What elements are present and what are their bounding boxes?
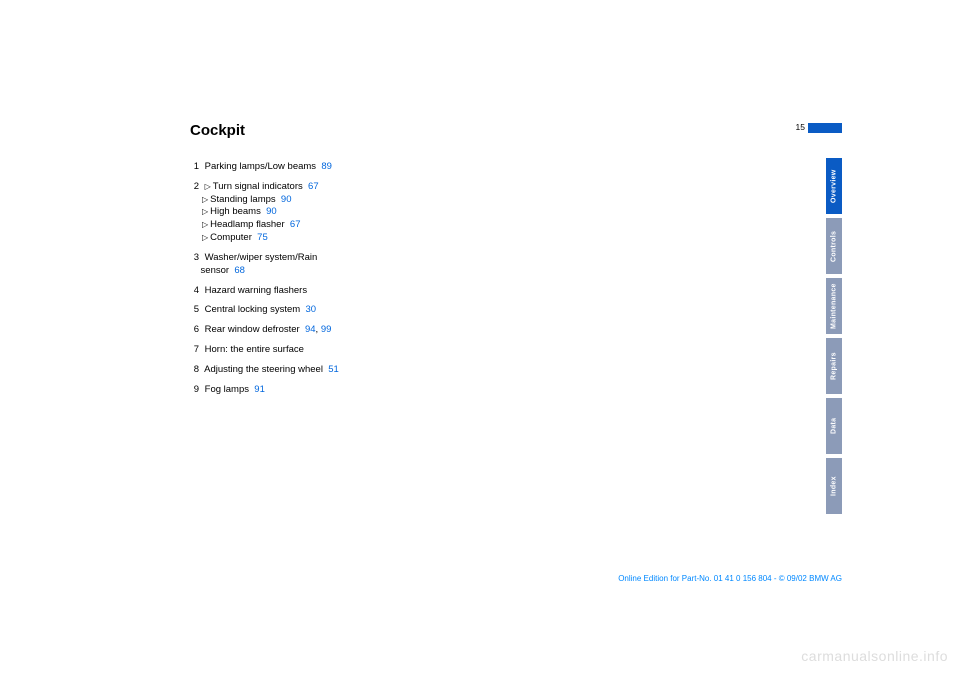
page-ref[interactable]: 67 [308,181,319,192]
list-item: 3 Washer/wiper system/Rain sensor 68 [190,252,350,278]
page-ref[interactable]: 90 [281,194,292,205]
tab-maintenance[interactable]: Maintenance [826,278,842,334]
triangle-icon: ▷ [202,207,208,216]
list-item: 7 Horn: the entire surface [190,344,800,357]
item-text: Horn: the entire surface [205,344,304,355]
triangle-icon: ▷ [205,182,211,191]
item-text: Washer/wiper system/Rain sensor [190,252,317,276]
triangle-icon: ▷ [202,195,208,204]
triangle-icon: ▷ [202,220,208,229]
page-title: Cockpit [190,122,800,139]
item-text: High beams [210,206,261,217]
tab-overview[interactable]: Overview [826,158,842,214]
page-ref[interactable]: 89 [321,161,332,172]
tab-index[interactable]: Index [826,458,842,514]
item-number: 2 [190,181,199,194]
item-text: Headlamp flasher [210,219,284,230]
item-number: 5 [190,304,199,317]
item-number: 3 [190,252,199,265]
triangle-icon: ▷ [202,233,208,242]
item-text: Standing lamps [210,194,275,205]
page-number-bar [808,123,842,133]
tab-data[interactable]: Data [826,398,842,454]
item-text: Rear window defroster [205,324,300,335]
page-ref[interactable]: 90 [266,206,277,217]
page-ref[interactable]: 30 [305,304,316,315]
list-item: 2 ▷Turn signal indicators 67 ▷Standing l… [190,181,800,245]
tab-repairs[interactable]: Repairs [826,338,842,394]
page-ref[interactable]: 68 [234,265,245,276]
item-text: Parking lamps/Low beams [205,161,316,172]
page-ref[interactable]: 99 [321,324,332,335]
item-text: Fog lamps [205,384,249,395]
item-number: 7 [190,344,199,357]
page-ref[interactable]: 94 [305,324,316,335]
page-ref[interactable]: 51 [328,364,339,375]
page-ref[interactable]: 75 [257,232,268,243]
item-text: Turn signal indicators [213,181,303,192]
list-item: 9 Fog lamps 91 [190,384,800,397]
item-text: Hazard warning flashers [205,285,307,296]
list-item: 8 Adjusting the steering wheel 51 [190,364,800,377]
list-item: 1 Parking lamps/Low beams 89 [190,161,800,174]
footer-text: Online Edition for Part-No. 01 41 0 156 … [618,574,842,583]
item-text: Central locking system [205,304,301,315]
page-ref[interactable]: 67 [290,219,301,230]
page-ref[interactable]: 91 [254,384,265,395]
tab-controls[interactable]: Controls [826,218,842,274]
page-content: Cockpit 1 Parking lamps/Low beams 89 2 ▷… [190,122,800,403]
watermark: carmanualsonline.info [801,648,948,664]
item-number: 4 [190,285,199,298]
list-item: 5 Central locking system 30 [190,304,800,317]
item-number: 6 [190,324,199,337]
item-number: 9 [190,384,199,397]
item-number: 1 [190,161,199,174]
side-tabs: Overview Controls Maintenance Repairs Da… [826,158,842,518]
list-item: 6 Rear window defroster 94, 99 [190,324,800,337]
item-text: Computer [210,232,252,243]
item-text: Adjusting the steering wheel [204,364,323,375]
item-number: 8 [190,364,199,377]
list-item: 4 Hazard warning flashers [190,285,800,298]
